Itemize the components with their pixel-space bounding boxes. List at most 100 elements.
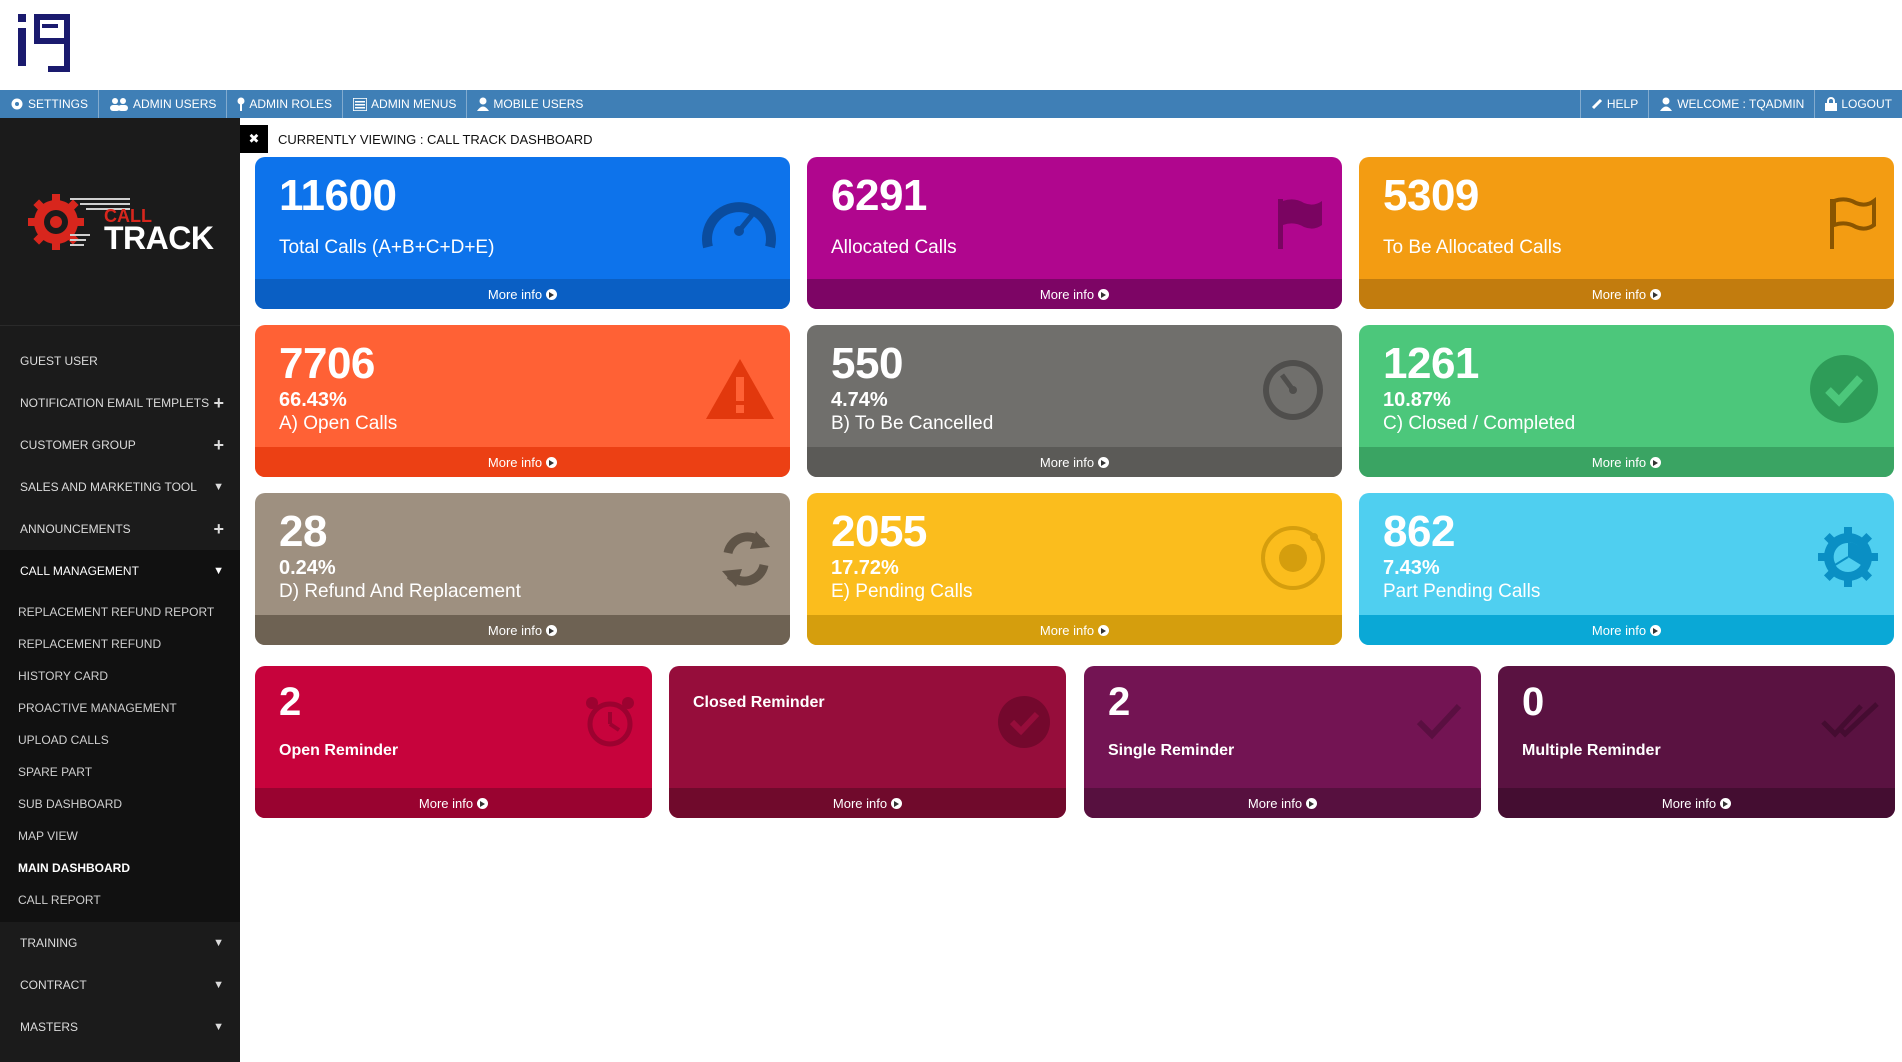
- card-closed-completed[interactable]: 1261 10.87% C) Closed / Completed More i…: [1359, 325, 1894, 477]
- arrow-circle-right-icon: [546, 624, 558, 636]
- brand-call: CALL: [104, 206, 152, 226]
- more-info-link[interactable]: More info: [669, 788, 1066, 818]
- more-info-link[interactable]: More info: [1359, 279, 1894, 309]
- card-label: E) Pending Calls: [831, 581, 973, 602]
- nav-welcome[interactable]: WELCOME : TQADMIN: [1648, 90, 1814, 118]
- brand-track: TRACK: [104, 220, 214, 256]
- lock-icon: [1825, 97, 1838, 111]
- call-management-submenu: REPLACEMENT REFUND REPORT REPLACEMENT RE…: [0, 592, 240, 922]
- nav-settings-label: SETTINGS: [28, 97, 89, 111]
- card-label: D) Refund And Replacement: [279, 581, 521, 602]
- submenu-sub-dashboard[interactable]: SUB DASHBOARD: [18, 797, 123, 811]
- more-info-link[interactable]: More info: [1498, 788, 1895, 818]
- card-total-calls[interactable]: 11600 Total Calls (A+B+C+D+E) More info: [255, 157, 790, 309]
- nav-settings[interactable]: SETTINGS: [0, 90, 100, 118]
- card-value: 862: [1383, 507, 1455, 556]
- submenu-spare-part[interactable]: SPARE PART: [18, 765, 93, 779]
- speedometer-icon: [702, 202, 776, 249]
- sidebar-item-label: NOTIFICATION EMAIL TEMPLETS: [20, 396, 210, 410]
- more-info-link[interactable]: More info: [807, 447, 1342, 477]
- card-to-be-allocated-calls[interactable]: 5309 To Be Allocated Calls More info: [1359, 157, 1894, 309]
- close-icon[interactable]: ✖: [240, 125, 268, 153]
- card-label: B) To Be Cancelled: [831, 413, 994, 434]
- company-logo: [18, 14, 70, 72]
- alarm-clock-icon: [586, 697, 634, 747]
- caret-down-icon: ▼: [213, 481, 224, 493]
- nav-logout[interactable]: LOGOUT: [1814, 90, 1902, 118]
- arrow-circle-right-icon: [1650, 288, 1662, 300]
- card-multiple-reminder[interactable]: 0 Multiple Reminder More info: [1498, 666, 1895, 818]
- more-info-label: More info: [1591, 454, 1647, 470]
- card-percent: 7.43%: [1383, 557, 1440, 579]
- more-info-link[interactable]: More info: [1359, 447, 1894, 477]
- card-single-reminder[interactable]: 2 Single Reminder More info: [1084, 666, 1481, 818]
- sidebar-item-sales-and-marketing-tool[interactable]: SALES AND MARKETING TOOL ▼: [0, 466, 240, 508]
- card-pending-calls[interactable]: 2055 17.72% E) Pending Calls More info: [807, 493, 1342, 645]
- sidebar-item-announcements[interactable]: ANNOUNCEMENTS +: [0, 508, 240, 550]
- nav-help-label: HELP: [1606, 97, 1639, 111]
- caret-down-icon: ▼: [213, 1021, 224, 1033]
- card-open-reminder[interactable]: 2 Open Reminder More info: [255, 666, 652, 818]
- nav-admin-menus[interactable]: ADMIN MENUS: [343, 90, 468, 118]
- nav-admin-roles[interactable]: ADMIN ROLES: [227, 90, 344, 118]
- submenu-upload-calls[interactable]: UPLOAD CALLS: [18, 733, 109, 747]
- submenu-proactive-management[interactable]: PROACTIVE MANAGEMENT: [18, 701, 177, 715]
- sidebar: CALL TRACK GUEST USER NOTIFICATION EMAIL…: [0, 118, 240, 1062]
- nav-admin-users[interactable]: ADMIN USERS: [99, 90, 228, 118]
- sidebar-item-training[interactable]: TRAINING ▼: [0, 922, 240, 964]
- check-circle-icon: [1810, 355, 1878, 423]
- sidebar-item-contract[interactable]: CONTRACT ▼: [0, 964, 240, 1006]
- more-info-link[interactable]: More info: [255, 279, 790, 309]
- submenu-call-report[interactable]: CALL REPORT: [18, 893, 101, 907]
- users-icon: [110, 98, 129, 111]
- more-info-link[interactable]: More info: [1359, 615, 1894, 645]
- more-info-link[interactable]: More info: [255, 615, 790, 645]
- submenu-replacement-refund[interactable]: REPLACEMENT REFUND: [18, 637, 162, 651]
- sidebar-item-label: CONTRACT: [20, 978, 87, 992]
- refresh-icon: [722, 531, 770, 587]
- sidebar-item-call-management[interactable]: CALL MANAGEMENT ▼: [0, 550, 240, 592]
- more-info-label: More info: [1039, 454, 1095, 470]
- more-info-link[interactable]: More info: [255, 447, 790, 477]
- nav-mobile-users-label: MOBILE USERS: [493, 97, 584, 111]
- more-info-link[interactable]: More info: [807, 615, 1342, 645]
- arrow-circle-right-icon: [1098, 288, 1110, 300]
- card-value: 6291: [831, 171, 927, 220]
- more-info-link[interactable]: More info: [1084, 788, 1481, 818]
- card-allocated-calls[interactable]: 6291 Allocated Calls More info: [807, 157, 1342, 309]
- sidebar-item-customer-group[interactable]: CUSTOMER GROUP +: [0, 424, 240, 466]
- more-info-link[interactable]: More info: [807, 279, 1342, 309]
- nav-welcome-label: WELCOME : TQADMIN: [1677, 97, 1805, 111]
- more-info-label: More info: [487, 622, 543, 638]
- card-part-pending-calls[interactable]: 862 7.43% Part Pending Calls More info: [1359, 493, 1894, 645]
- more-info-label: More info: [1591, 622, 1647, 638]
- flag-icon: [1278, 199, 1322, 249]
- card-label: Single Reminder: [1108, 742, 1235, 759]
- card-label: A) Open Calls: [279, 413, 398, 434]
- card-label: Allocated Calls: [831, 237, 957, 258]
- warning-icon: [706, 359, 774, 419]
- card-refund-and-replacement[interactable]: 28 0.24% D) Refund And Replacement More …: [255, 493, 790, 645]
- card-to-be-cancelled[interactable]: 550 4.74% B) To Be Cancelled More info: [807, 325, 1342, 477]
- card-closed-reminder[interactable]: Closed Reminder More info: [669, 666, 1066, 818]
- check-icon: [1416, 703, 1462, 740]
- card-open-calls[interactable]: 7706 66.43% A) Open Calls More info: [255, 325, 790, 477]
- submenu-main-dashboard[interactable]: MAIN DASHBOARD: [18, 861, 130, 875]
- more-info-label: More info: [1039, 286, 1095, 302]
- card-value: 11600: [279, 171, 397, 220]
- nav-admin-menus-label: ADMIN MENUS: [371, 97, 457, 111]
- nav-mobile-users[interactable]: MOBILE USERS: [467, 90, 593, 118]
- more-info-link[interactable]: More info: [255, 788, 652, 818]
- arrow-circle-right-icon: [477, 797, 489, 809]
- sidebar-item-masters[interactable]: MASTERS ▼: [0, 1006, 240, 1048]
- sidebar-item-guest-user[interactable]: GUEST USER: [0, 340, 240, 382]
- submenu-history-card[interactable]: HISTORY CARD: [18, 669, 109, 683]
- card-value: 2: [279, 680, 301, 724]
- submenu-replacement-refund-report[interactable]: REPLACEMENT REFUND REPORT: [18, 605, 215, 619]
- submenu-map-view[interactable]: MAP VIEW: [18, 829, 78, 843]
- double-check-icon: [1821, 702, 1879, 738]
- nav-help[interactable]: HELP: [1579, 90, 1648, 118]
- plus-icon: +: [213, 392, 224, 413]
- caret-down-icon: ▼: [213, 937, 224, 949]
- sidebar-item-notification-email-templets[interactable]: NOTIFICATION EMAIL TEMPLETS +: [0, 382, 240, 424]
